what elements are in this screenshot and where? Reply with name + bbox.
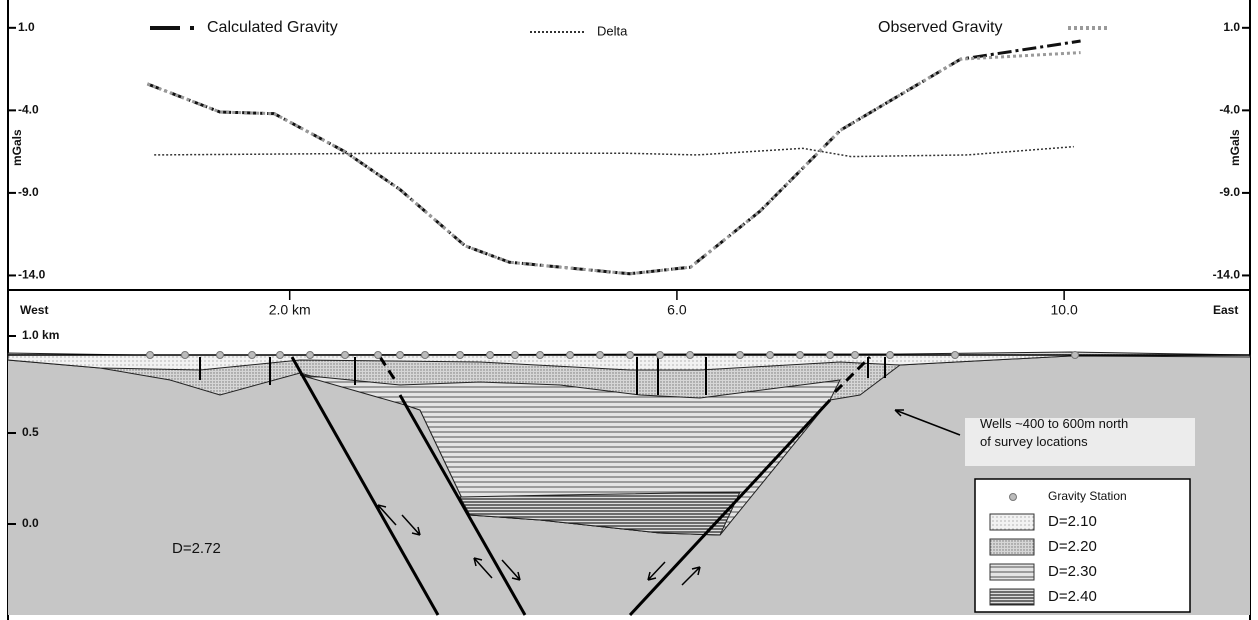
gravity-station bbox=[952, 352, 959, 359]
legend-label: D=2.30 bbox=[1048, 563, 1097, 580]
depth-label: 1.0 km bbox=[22, 328, 59, 342]
y-tick-label: -14.0 bbox=[18, 268, 46, 282]
gravity-station bbox=[422, 352, 429, 359]
y-tick-label: -4.0 bbox=[18, 103, 39, 117]
x-tick-label: 10.0 bbox=[1051, 302, 1078, 318]
gravity-station bbox=[767, 352, 774, 359]
gravity-station bbox=[277, 352, 284, 359]
gravity-station bbox=[397, 352, 404, 359]
gravity-station bbox=[457, 352, 464, 359]
legend-label: Observed Gravity bbox=[878, 19, 1002, 36]
depth-label: 0.5 bbox=[22, 425, 39, 439]
gravity-station bbox=[537, 352, 544, 359]
gravity-station bbox=[375, 352, 382, 359]
gravity-station bbox=[249, 352, 256, 359]
y2-tick-label: -9.0 bbox=[1219, 185, 1240, 199]
depth-label: 0.0 bbox=[22, 516, 39, 530]
east-label: East bbox=[1213, 303, 1238, 317]
gravity-station bbox=[1072, 352, 1079, 359]
gravity-station bbox=[567, 352, 574, 359]
basement-label: D=2.72 bbox=[172, 540, 221, 557]
gravity-station bbox=[797, 352, 804, 359]
y2-tick-label: -4.0 bbox=[1219, 103, 1240, 117]
y2-tick-label: -14.0 bbox=[1213, 268, 1241, 282]
gravity-station bbox=[512, 352, 519, 359]
gravity-station bbox=[182, 352, 189, 359]
x-tick-label: 6.0 bbox=[667, 302, 687, 318]
legend-label: D=2.10 bbox=[1048, 513, 1097, 530]
series-line bbox=[154, 147, 1074, 157]
y-tick-label: -9.0 bbox=[18, 185, 39, 199]
gravity-station bbox=[827, 352, 834, 359]
x-tick-label: 2.0 km bbox=[269, 302, 311, 318]
gravity-station bbox=[597, 352, 604, 359]
gravity-station bbox=[687, 352, 694, 359]
gravity-station bbox=[657, 352, 664, 359]
section-legend: Gravity Station D=2.10 D=2.20 D=2.30 D=2… bbox=[975, 479, 1190, 612]
gravity-station bbox=[147, 352, 154, 359]
gravity-station bbox=[487, 352, 494, 359]
gravity-station bbox=[342, 352, 349, 359]
y2-axis-label: mGals bbox=[1228, 129, 1242, 166]
y-axis-label: mGals bbox=[10, 129, 24, 166]
legend-label: D=2.20 bbox=[1048, 538, 1097, 555]
west-label: West bbox=[20, 303, 48, 317]
y2-tick-label: 1.0 bbox=[1223, 20, 1240, 34]
series-line bbox=[147, 53, 1080, 274]
gravity-station bbox=[627, 352, 634, 359]
gravity-station bbox=[737, 352, 744, 359]
gravity-station bbox=[852, 352, 859, 359]
figure: mGals mGals West East 1.0 km 0.5 0.0 D=2… bbox=[0, 0, 1258, 620]
gravity-station bbox=[217, 352, 224, 359]
legend-label: D=2.40 bbox=[1048, 588, 1097, 605]
gravity-station bbox=[887, 352, 894, 359]
y-tick-label: 1.0 bbox=[18, 20, 35, 34]
series-line bbox=[147, 41, 1080, 274]
legend-label: Calculated Gravity bbox=[207, 19, 338, 36]
legend-label: Gravity Station bbox=[1048, 489, 1127, 503]
legend-label: Delta bbox=[597, 23, 628, 38]
gravity-station bbox=[307, 352, 314, 359]
